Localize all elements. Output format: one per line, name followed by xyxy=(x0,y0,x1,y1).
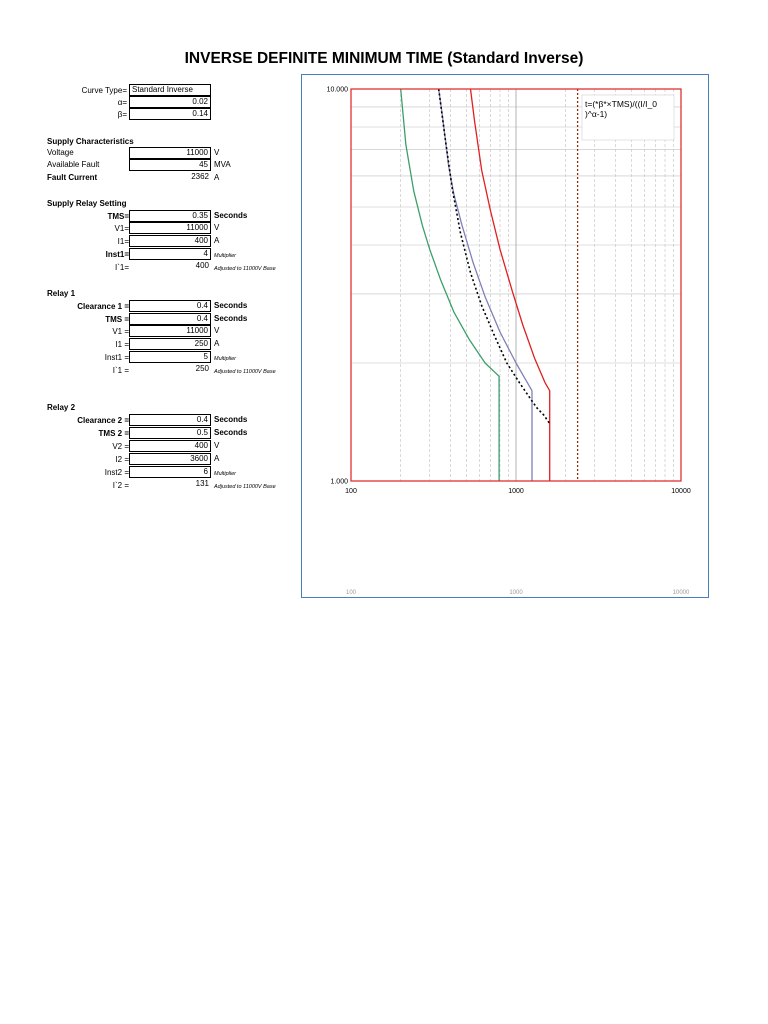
relay2-inst-unit: Multiplier xyxy=(214,471,237,477)
x-tick-label: 1000 xyxy=(508,488,524,495)
supply-inst1-unit: Multiplier xyxy=(214,253,237,259)
supply-ip1-unit: Adjusted to 11000V Base xyxy=(214,266,276,272)
supply-i1-field[interactable]: 400 xyxy=(129,235,211,247)
supply-tms-label: TMS= xyxy=(107,212,129,221)
x-tick-label: 100 xyxy=(345,488,357,495)
relay2-clearance-label: Clearance 2 = xyxy=(77,416,129,425)
relay2-inst-field[interactable]: 6 xyxy=(129,466,211,478)
series-dotted-line xyxy=(437,88,551,425)
formula-text-line-1: t=(*β*×TMS)/((I/I_0 xyxy=(585,99,657,109)
supply-i1-label: I1= xyxy=(117,237,129,246)
relay1-ip-value: 250 xyxy=(129,364,211,376)
relay1-v-unit: V xyxy=(214,326,220,335)
relay1-ip-label: I`1 = xyxy=(112,366,129,375)
x-tick-label-secondary: 100 xyxy=(346,590,357,596)
x-tick-label: 10000 xyxy=(671,488,691,495)
relay2-v-field[interactable]: 400 xyxy=(129,440,211,452)
axes: 100 1000 10000 1.000 10.000 100 1000 10000 xyxy=(327,87,691,597)
fault-current-unit: A xyxy=(214,173,220,182)
y-tick-label: 1.000 xyxy=(330,479,348,486)
voltage-unit: V xyxy=(214,148,220,157)
relay1-tms-label: TMS = xyxy=(105,315,129,324)
relay2-i-label: I2 = xyxy=(115,455,129,464)
relay2-v-unit: V xyxy=(214,441,220,450)
page-title: INVERSE DEFINITE MINIMUM TIME (Standard … xyxy=(184,50,584,67)
supply-ip1-label: I`1= xyxy=(114,263,129,272)
supply-inst1-label: Inst1= xyxy=(105,250,129,259)
beta-field[interactable]: 0.14 xyxy=(129,108,211,120)
relay2-inst-label: Inst2 = xyxy=(104,468,129,477)
relay2-i-unit: A xyxy=(214,454,220,463)
relay2-tms-unit: Seconds xyxy=(214,428,248,437)
relay1-i-label: I1 = xyxy=(115,340,129,349)
relay1-inst-field[interactable]: 5 xyxy=(129,351,211,363)
time-current-chart: 100 1000 10000 1.000 10.000 100 1000 10000 t=(*… xyxy=(301,74,709,598)
curve-type-field[interactable]: Standard Inverse xyxy=(129,84,211,96)
relay2-ip-value: 131 xyxy=(129,479,211,491)
supply-inst1-field[interactable]: 4 xyxy=(129,248,211,260)
relay2-clearance-unit: Seconds xyxy=(214,415,248,424)
relay2-tms-field[interactable]: 0.5 xyxy=(129,427,211,439)
relay2-i-field[interactable]: 3600 xyxy=(129,453,211,465)
x-tick-label-secondary: 1000 xyxy=(509,590,523,596)
relay1-clearance-unit: Seconds xyxy=(214,301,248,310)
series-relay1-line xyxy=(438,88,533,481)
supply-tms-unit: Seconds xyxy=(214,211,248,220)
alpha-field[interactable]: 0.02 xyxy=(129,96,211,108)
relay2-tms-label: TMS 2 = xyxy=(98,429,129,438)
relay2-clearance-field[interactable]: 0.4 xyxy=(129,414,211,426)
relay1-ip-unit: Adjusted to 11000V Base xyxy=(214,369,276,375)
relay1-clearance-label: Clearance 1 = xyxy=(77,302,129,311)
relay1-clearance-field[interactable]: 0.4 xyxy=(129,300,211,312)
supply-i1-unit: A xyxy=(214,236,220,245)
fault-current-label: Fault Current xyxy=(47,173,98,182)
supply-relay-heading: Supply Relay Setting xyxy=(47,199,127,208)
relay2-heading: Relay 2 xyxy=(47,403,76,412)
relay2-ip-label: I`2 = xyxy=(112,481,129,490)
fault-field[interactable]: 45 xyxy=(129,159,211,171)
fault-label: Available Fault xyxy=(47,160,100,169)
chart-svg: 100 1000 10000 1.000 10.000 100 1000 10000 t=(*… xyxy=(327,87,691,597)
grid-lines xyxy=(351,89,681,481)
relay1-v-field[interactable]: 11000 xyxy=(129,325,211,337)
relay1-tms-field[interactable]: 0.4 xyxy=(129,313,211,325)
curve-type-label: Curve Type= xyxy=(81,86,127,95)
series-supply-line xyxy=(469,88,551,481)
relay1-tms-unit: Seconds xyxy=(214,314,248,323)
relay1-v-label: V1 = xyxy=(112,327,129,336)
x-tick-label-secondary: 10000 xyxy=(673,590,690,596)
formula-frame xyxy=(581,94,675,141)
supply-v1-unit: V xyxy=(214,223,220,232)
relay1-i-field[interactable]: 250 xyxy=(129,338,211,350)
formula-box: t=(*β*×TMS)/((I/I_0 )^α-1) xyxy=(581,94,675,141)
relay2-v-label: V2 = xyxy=(112,442,129,451)
relay2-ip-unit: Adjusted to 11000V Base xyxy=(214,484,276,490)
fault-current-value: 2362 xyxy=(129,172,211,184)
voltage-field[interactable]: 11000 xyxy=(129,147,211,159)
relay1-inst-label: Inst1 = xyxy=(104,353,129,362)
supply-v1-label: V1= xyxy=(114,224,129,233)
series-relay2-line xyxy=(400,88,500,481)
relay1-inst-unit: Multiplier xyxy=(214,356,237,362)
fault-unit: MVA xyxy=(214,160,231,169)
voltage-label: Voltage xyxy=(47,148,74,157)
supply-ip1-value: 400 xyxy=(129,261,211,273)
supply-heading: Supply Characteristics xyxy=(47,137,134,146)
supply-tms-field[interactable]: 0.35 xyxy=(129,210,211,222)
plot-area-border xyxy=(350,88,682,482)
alpha-label: α= xyxy=(117,98,127,107)
relay1-i-unit: A xyxy=(214,339,220,348)
relay1-heading: Relay 1 xyxy=(47,289,76,298)
curve-series xyxy=(400,88,579,481)
supply-v1-field[interactable]: 11000 xyxy=(129,222,211,234)
beta-label: β= xyxy=(117,110,127,119)
formula-text-line-2: )^α-1) xyxy=(585,109,607,119)
y-tick-label: 10.000 xyxy=(327,87,349,94)
